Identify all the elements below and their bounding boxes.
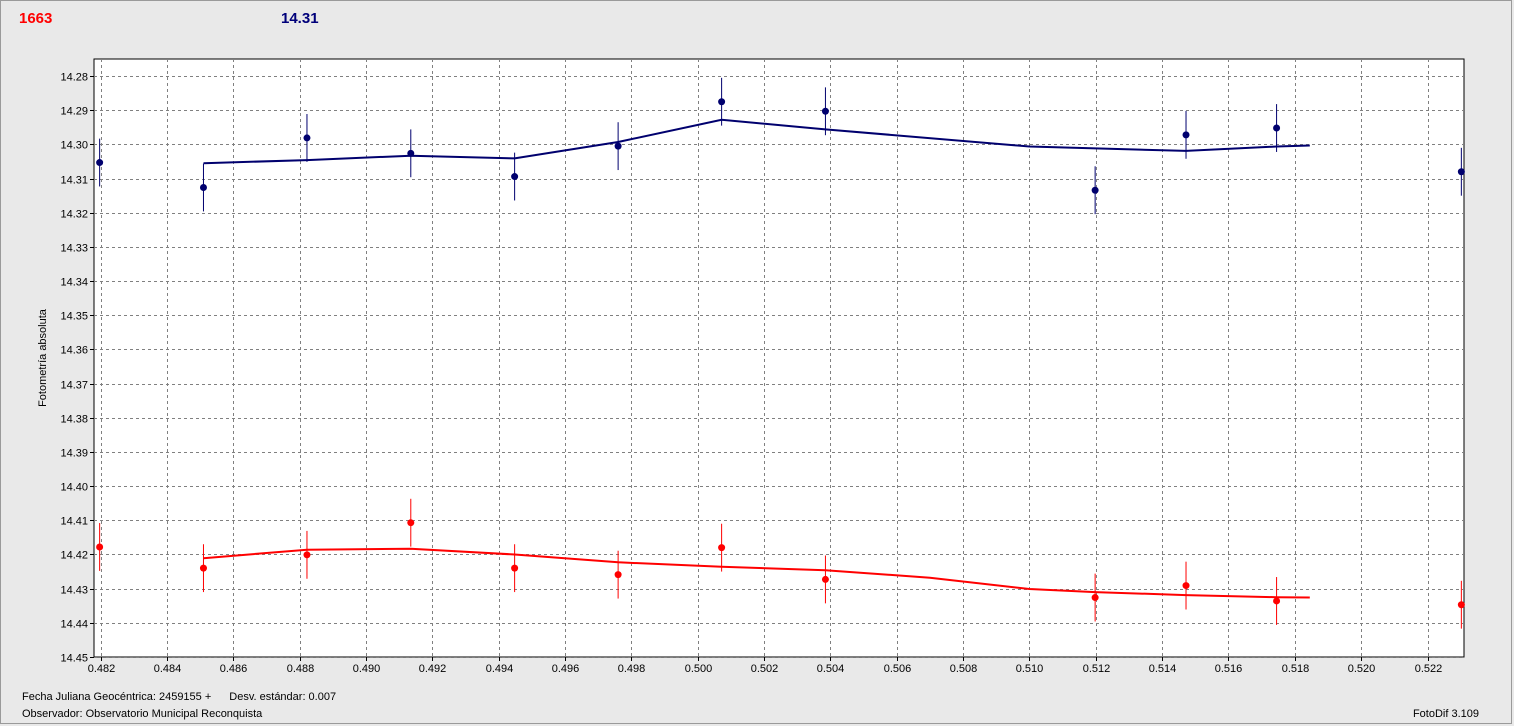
y-tick-label: 14.34 [60,277,88,289]
data-point [303,551,311,559]
x-tick-label: 0.500 [685,663,713,675]
y-tick-label: 14.39 [60,448,88,460]
y-tick-label: 14.32 [60,209,88,221]
y-axis-label: Fotometría absoluta [37,308,49,407]
data-point [1457,601,1465,609]
data-point [407,149,415,157]
data-point [96,159,104,167]
series-1 [96,498,1465,629]
x-tick-label: 0.504 [817,663,845,675]
data-point [821,107,829,115]
data-point [96,543,104,551]
data-point [614,571,622,579]
x-tick-label: 0.490 [353,663,381,675]
data-point [1273,597,1281,605]
axis-ticks: 0.482 0.484 0.486 0.488 0.490 0.492 0.494 0.496… [60,72,1442,676]
data-point [199,564,207,572]
x-tick-label: 0.492 [419,663,447,675]
data-point [718,98,726,106]
y-tick-label: 14.28 [60,72,88,84]
data-point [199,183,207,191]
x-tick-label: 0.488 [287,663,315,675]
x-tick-label: 0.506 [884,663,912,675]
x-tick-label: 0.522 [1415,663,1443,675]
data-point [1091,186,1099,194]
data-point [718,544,726,552]
y-tick-label: 14.43 [60,585,88,597]
x-tick-label: 0.494 [486,663,514,675]
data-point [1273,124,1281,132]
y-tick-label: 14.38 [60,414,88,426]
x-tick-label: 0.508 [950,663,978,675]
y-tick-label: 14.29 [60,106,88,118]
data-point [303,134,311,142]
julian-date-row: Fecha Juliana Geocéntrica: 2459155 + Desv… [22,691,336,703]
observer-label: Observador: Observatorio Municipal Recon… [22,708,263,720]
y-tick-label: 14.44 [60,619,88,631]
header-star-id: 1663 [19,10,53,27]
x-tick-label: 0.510 [1016,663,1044,675]
y-tick-label: 14.36 [60,345,88,357]
y-tick-label: 14.37 [60,380,88,392]
series-layer [96,77,1465,629]
y-tick-label: 14.41 [60,516,88,528]
y-tick-label: 14.40 [60,482,88,494]
x-tick-label: 0.502 [751,663,779,675]
x-tick-label: 0.518 [1282,663,1310,675]
data-point [1457,168,1465,176]
x-tick-label: 0.496 [552,663,580,675]
y-tick-label: 14.31 [60,175,88,187]
data-point [511,173,519,181]
data-point [511,564,519,572]
data-point [821,575,829,583]
std-dev-label: Desv. estándar: 0.007 [229,691,337,703]
y-tick-label: 14.45 [60,653,88,665]
plot-area [93,58,1465,658]
y-tick-label: 14.33 [60,243,88,255]
y-tick-label: 14.30 [60,140,88,152]
y-tick-label: 14.35 [60,311,88,323]
grid-lines [94,59,1464,658]
data-point [1182,131,1190,139]
data-point [1091,594,1099,602]
x-tick-label: 0.486 [220,663,248,675]
x-tick-label: 0.482 [88,663,116,675]
header-magnitude: 14.31 [281,10,319,27]
julian-date-label: Fecha Juliana Geocéntrica: 2459155 + [22,691,212,703]
data-point [1182,582,1190,590]
x-tick-label: 0.516 [1215,663,1243,675]
version-label: FotoDif 3.109 [1412,708,1479,720]
x-tick-label: 0.498 [618,663,646,675]
series-0 [96,77,1465,215]
x-tick-label: 0.512 [1083,663,1111,675]
x-tick-label: 0.514 [1149,663,1177,675]
x-tick-label: 0.484 [154,663,182,675]
x-tick-label: 0.520 [1348,663,1376,675]
data-point [614,142,622,150]
data-point [407,519,415,527]
y-tick-label: 14.42 [60,550,88,562]
